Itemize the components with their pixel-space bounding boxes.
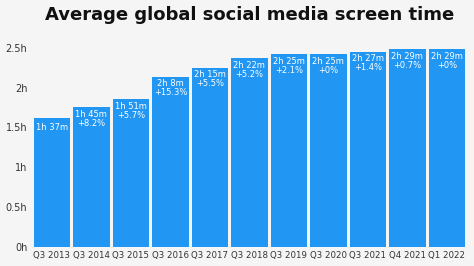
Title: Average global social media screen time: Average global social media screen time xyxy=(45,6,454,24)
Text: +0.7%: +0.7% xyxy=(393,61,421,70)
Text: +15.3%: +15.3% xyxy=(154,89,187,97)
Text: 1h 51m: 1h 51m xyxy=(115,102,147,111)
Text: 2h 29m: 2h 29m xyxy=(431,52,463,60)
Text: 2h 25m: 2h 25m xyxy=(312,57,344,66)
Text: +0%: +0% xyxy=(437,61,457,70)
Text: +5.5%: +5.5% xyxy=(196,79,224,88)
Text: +8.2%: +8.2% xyxy=(77,119,106,128)
Bar xyxy=(231,58,268,247)
Text: 2h 22m: 2h 22m xyxy=(234,61,265,70)
Text: 1h 37m: 1h 37m xyxy=(36,123,68,132)
Bar xyxy=(271,54,307,247)
Text: +1.4%: +1.4% xyxy=(354,63,382,72)
Text: 2h 15m: 2h 15m xyxy=(194,70,226,79)
Text: +5.7%: +5.7% xyxy=(117,111,145,120)
Text: 2h 8m: 2h 8m xyxy=(157,79,184,88)
Text: +2.1%: +2.1% xyxy=(275,66,303,75)
Text: 1h 45m: 1h 45m xyxy=(75,110,107,119)
Bar xyxy=(73,107,109,247)
Text: +5.2%: +5.2% xyxy=(236,70,264,79)
Bar xyxy=(350,52,386,247)
Text: 2h 25m: 2h 25m xyxy=(273,57,305,66)
Bar xyxy=(192,68,228,247)
Bar xyxy=(152,77,189,247)
Bar xyxy=(389,49,426,247)
Bar xyxy=(428,49,465,247)
Text: +0%: +0% xyxy=(319,66,338,75)
Bar xyxy=(113,99,149,247)
Text: 2h 29m: 2h 29m xyxy=(392,52,423,60)
Text: 2h 27m: 2h 27m xyxy=(352,54,384,63)
Bar xyxy=(34,118,70,247)
Bar xyxy=(310,54,346,247)
